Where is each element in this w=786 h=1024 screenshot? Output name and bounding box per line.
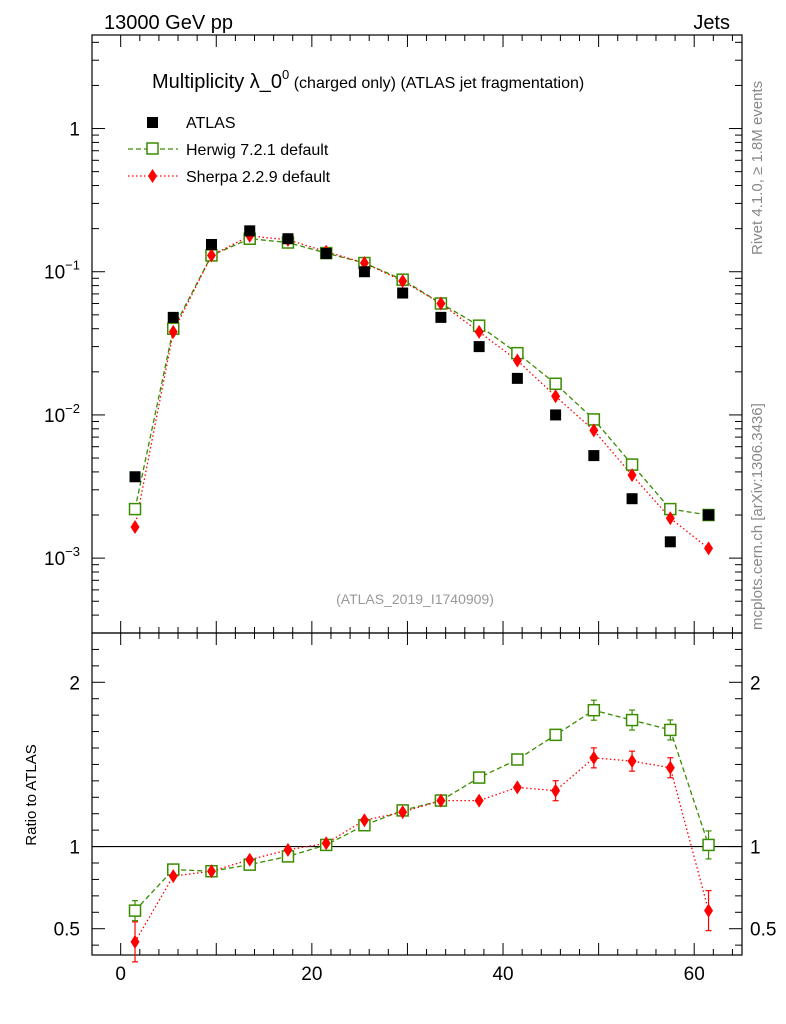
- x-tick-label: 20: [301, 964, 322, 985]
- ratio-y-tick-label-left: 1: [69, 838, 80, 859]
- ratio-y-tick-label-left: 0.5: [54, 920, 80, 941]
- herwig-ratio-point: [587, 703, 601, 717]
- atlas-data-point: [205, 238, 217, 250]
- ratio-plot-frame: [91, 632, 743, 956]
- data-marks: [92, 225, 742, 963]
- sherpa-main-point: [551, 389, 561, 404]
- herwig-ratio-point: [664, 723, 677, 737]
- sherpa-ratio-point: [130, 934, 140, 949]
- herwig-ratio-line: [134, 709, 710, 912]
- sherpa-main-point: [474, 324, 484, 339]
- sherpa-ratio-line: [134, 757, 710, 943]
- herwig-ratio-point: [702, 838, 715, 852]
- sherpa-ratio-point: [245, 852, 255, 867]
- atlas-data-point: [588, 450, 600, 462]
- sherpa-ratio-point: [474, 793, 484, 808]
- ratio-y-tick-labels: 0.5 1 2 0.5 1 2: [54, 673, 777, 940]
- atlas-data-point: [435, 311, 447, 323]
- sherpa-main-point: [627, 468, 637, 483]
- ratio-axis-label: Ratio to ATLAS: [23, 744, 40, 845]
- sherpa-main-point: [589, 423, 599, 438]
- main-y-tick-label: 10−1: [44, 258, 80, 284]
- ratio-y-tick-label-right: 1: [750, 838, 761, 859]
- sherpa-ratio-point: [512, 780, 522, 795]
- legend-herwig-marker: [146, 142, 159, 155]
- axis-ticks: [92, 35, 742, 955]
- herwig-ratio-point: [511, 753, 524, 766]
- sherpa-main-point: [512, 353, 522, 368]
- atlas-data-point: [664, 536, 676, 548]
- chart-title: Multiplicity λ_00 (charged only) (ATLAS …: [152, 67, 584, 93]
- legend-sherpa-marker: [148, 169, 157, 183]
- legend-sherpa-label: Sherpa 2.2.9 default: [186, 169, 331, 186]
- atlas-data-point: [397, 287, 409, 299]
- sherpa-ratio-point: [398, 805, 408, 820]
- sherpa-ratio-point: [321, 836, 331, 851]
- sherpa-ratio-point: [283, 842, 293, 857]
- sherpa-ratio-point: [206, 864, 216, 879]
- sherpa-main-point: [704, 541, 714, 556]
- x-tick-labels: 0 20 40 60: [115, 964, 704, 985]
- sherpa-ratio-point: [589, 750, 599, 765]
- ratio-y-tick-label-right: 0.5: [750, 920, 776, 941]
- herwig-main-point: [587, 413, 601, 426]
- main-y-tick-label: 10−3: [44, 544, 80, 570]
- ratio-y-tick-label-left: 2: [69, 673, 80, 694]
- sherpa-main-point: [168, 324, 178, 339]
- herwig-ratio-point: [625, 713, 639, 727]
- sherpa-main-point: [206, 248, 216, 263]
- sherpa-ratio-point: [551, 783, 561, 798]
- atlas-data-point: [703, 509, 715, 521]
- sherpa-main-point: [130, 519, 140, 534]
- sherpa-ratio-point: [627, 754, 637, 769]
- herwig-main-line: [134, 238, 709, 516]
- atlas-data-point: [473, 341, 485, 353]
- sherpa-ratio-point: [704, 903, 714, 918]
- herwig-main-point: [549, 377, 562, 391]
- herwig-main-point: [128, 502, 142, 516]
- herwig-ratio-point: [549, 728, 562, 742]
- sherpa-ratio-point: [665, 760, 675, 775]
- sherpa-main-point: [436, 296, 446, 311]
- atlas-data-point: [244, 225, 256, 237]
- x-tick-label: 40: [492, 964, 513, 985]
- legend-atlas-marker: [147, 117, 158, 128]
- sherpa-ratio-point: [436, 793, 446, 808]
- header-left-label: 13000 GeV pp: [104, 12, 233, 34]
- ratio-y-tick-label-right: 2: [750, 673, 761, 694]
- main-y-tick-label: 10−2: [44, 401, 80, 427]
- x-tick-label: 0: [115, 964, 126, 985]
- x-tick-label: 60: [684, 964, 705, 985]
- atlas-data-point: [320, 248, 332, 260]
- header-right-label: Jets: [693, 12, 730, 34]
- mcplots-source-label: mcplots.cern.ch [arXiv:1306.3436]: [749, 403, 766, 630]
- sherpa-main-point: [665, 511, 675, 526]
- main-y-tick-labels: 1 10−1 10−2 10−3: [44, 120, 80, 571]
- atlas-data-point: [511, 372, 523, 384]
- atlas-data-point: [358, 266, 370, 278]
- atlas-data-point: [282, 233, 294, 245]
- legend: ATLAS Herwig 7.2.1 default Sherpa 2.2.9 …: [128, 115, 331, 186]
- herwig-ratio-point: [128, 904, 142, 917]
- sherpa-ratio-point: [359, 813, 369, 828]
- rivet-version-label: Rivet 4.1.0, ≥ 1.8M events: [749, 81, 766, 255]
- sherpa-main-point: [398, 274, 408, 289]
- sherpa-main-line: [134, 235, 709, 549]
- legend-atlas-label: ATLAS: [186, 115, 236, 132]
- atlas-data-point: [167, 311, 179, 323]
- herwig-ratio-point: [472, 771, 486, 784]
- atlas-data-point: [626, 493, 638, 505]
- analysis-id-label: (ATLAS_2019_I1740909): [336, 591, 494, 607]
- atlas-data-point: [550, 409, 562, 421]
- sherpa-ratio-point: [168, 869, 178, 884]
- atlas-data-point: [129, 471, 141, 483]
- legend-herwig-label: Herwig 7.2.1 default: [186, 142, 329, 159]
- main-y-tick-label: 1: [69, 120, 80, 141]
